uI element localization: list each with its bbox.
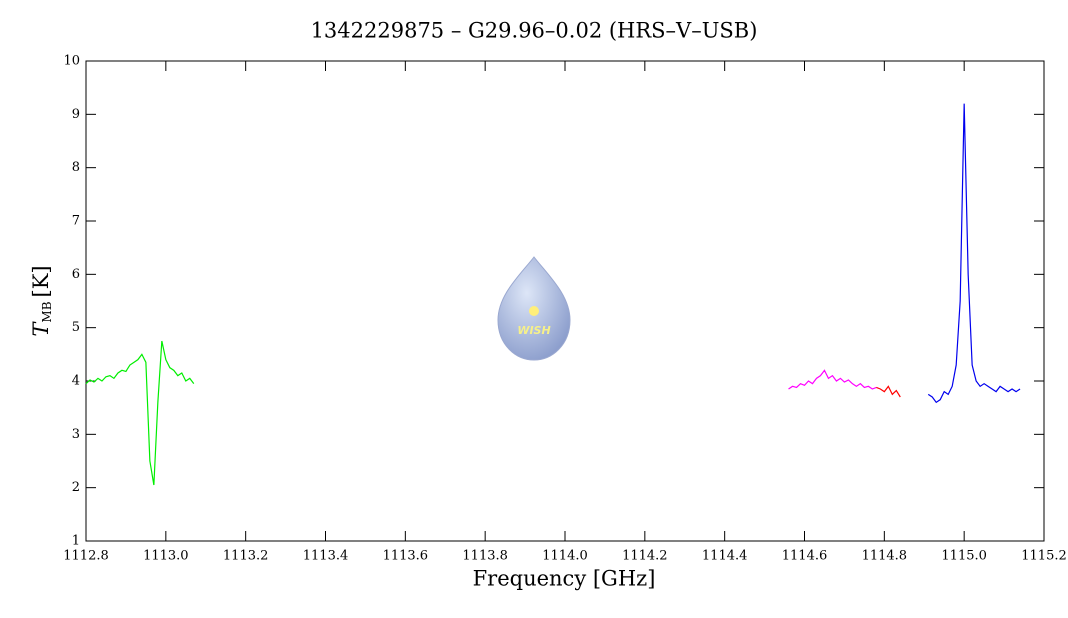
y-subscript: MB: [40, 301, 54, 322]
x-tick-label: 1113.0: [143, 549, 189, 564]
x-tick-label: 1113.6: [383, 549, 429, 564]
spectrum-line: [927, 103, 1021, 404]
y-tick-label: 7: [72, 214, 80, 229]
y-tick-label: 9: [72, 107, 80, 122]
y-axis-label: TMB [K]: [29, 265, 54, 336]
logo-text: WISH: [517, 324, 550, 337]
spectrum-line: [876, 385, 901, 398]
x-tick-label: 1112.8: [63, 549, 109, 564]
x-tick-label: 1114.0: [542, 549, 588, 564]
logo: WISH: [497, 256, 571, 361]
y-symbol: T: [29, 321, 53, 337]
y-tick-label: 1: [72, 534, 80, 549]
x-tick-label: 1114.2: [622, 549, 668, 564]
y-tick-label: 6: [72, 267, 80, 282]
x-tick-label: 1115.0: [941, 549, 987, 564]
chart-title: 1342229875 – G29.96–0.02 (HRS–V–USB): [311, 19, 758, 43]
spectrum-line: [85, 340, 195, 486]
spectrum-line: [788, 369, 877, 390]
y-axis-label-text: TMB [K]: [29, 265, 54, 336]
x-tick-label: 1113.4: [303, 549, 349, 564]
y-tick-label: 10: [63, 54, 80, 69]
x-tick-label: 1114.6: [782, 549, 828, 564]
x-axis-label: Frequency [GHz]: [473, 567, 656, 591]
y-tick-label: 4: [72, 374, 80, 389]
y-tick-label: 3: [72, 427, 80, 442]
x-tick-label: 1115.2: [1021, 549, 1067, 564]
x-tick-label: 1114.8: [862, 549, 908, 564]
logo-star: [529, 306, 539, 316]
y-tick-label: 5: [72, 320, 80, 335]
y-unit: [K]: [29, 265, 53, 297]
y-tick-label: 2: [72, 480, 80, 495]
x-tick-label: 1113.2: [223, 549, 269, 564]
x-tick-label: 1114.4: [702, 549, 748, 564]
x-tick-label: 1113.8: [462, 549, 508, 564]
y-tick-label: 8: [72, 160, 80, 175]
